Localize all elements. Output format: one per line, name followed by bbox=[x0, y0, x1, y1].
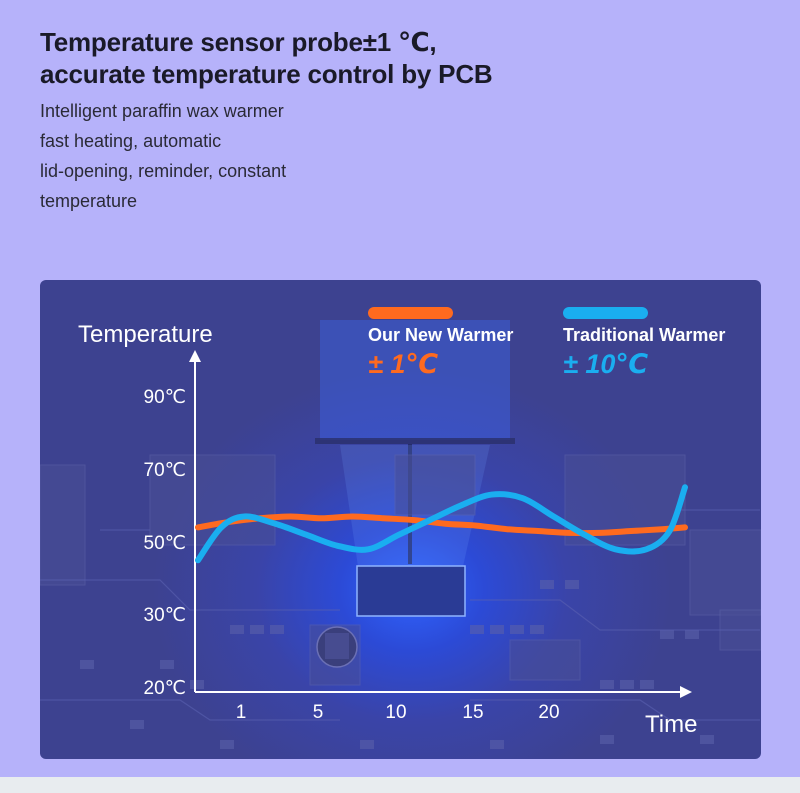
legend-swatch-traditional-warmer bbox=[563, 307, 648, 319]
description-line: temperature bbox=[40, 191, 138, 211]
chart-ticks: 20℃30℃50℃70℃90℃1 5 10 15 20 bbox=[144, 387, 560, 723]
title-line-1: Temperature sensor probe±1 ℃, bbox=[40, 27, 437, 57]
x-tick-label: 15 bbox=[462, 702, 483, 723]
y-tick-label: 50℃ bbox=[144, 533, 186, 554]
series-line-traditional-warmer bbox=[195, 484, 688, 564]
y-tick-label: 70℃ bbox=[144, 460, 186, 481]
y-axis-title: Temperature bbox=[78, 321, 213, 348]
description-line: fast heating, automatic bbox=[40, 131, 222, 151]
series-line-our-new-warmer bbox=[195, 513, 688, 537]
title-line-2: accurate temperature control by PCB bbox=[40, 59, 493, 89]
x-tick-label: 1 bbox=[236, 702, 247, 723]
x-tick-label: 5 bbox=[313, 702, 324, 723]
chart-axes bbox=[189, 350, 692, 698]
legend-value-traditional-warmer: ± 10℃ bbox=[563, 349, 648, 379]
chart-lines bbox=[195, 484, 688, 564]
legend-label-traditional-warmer: Traditional Warmer bbox=[563, 325, 725, 345]
y-tick-label: 30℃ bbox=[144, 605, 186, 626]
circuit-board-backdrop bbox=[40, 320, 761, 749]
page-title: Temperature sensor probe±1 ℃, accurate t… bbox=[40, 26, 760, 90]
x-tick-label: 10 bbox=[385, 702, 406, 723]
chart-panel: 20℃ 30℃ 50℃ 70℃ 90℃ 1 5 10 15 20 Our New Warmer ±… bbox=[40, 280, 761, 759]
legend-label-our-new-warmer: Our New Warmer bbox=[368, 325, 513, 345]
x-axis-title: Time bbox=[645, 711, 697, 738]
legend-value-our-new-warmer: ± 1℃ bbox=[368, 349, 438, 379]
chart-legend: Our New Warmer ± 1℃ Traditional Warmer ±… bbox=[368, 307, 725, 379]
description: Intelligent paraffin wax warmer fast hea… bbox=[40, 96, 340, 216]
footer-strip bbox=[0, 777, 800, 793]
y-tick-label: 20℃ bbox=[144, 678, 186, 699]
y-tick-label: 90℃ bbox=[144, 387, 186, 408]
legend-swatch-our-new-warmer bbox=[368, 307, 453, 319]
description-line: Intelligent paraffin wax warmer bbox=[40, 101, 284, 121]
temperature-chart: 20℃30℃50℃70℃90℃1 5 10 15 20 Our New Warmer ±… bbox=[40, 307, 761, 749]
description-line: lid-opening, reminder, constant bbox=[40, 161, 287, 181]
x-tick-label: 20 bbox=[538, 702, 559, 723]
header: Temperature sensor probe±1 ℃, accurate t… bbox=[40, 26, 760, 216]
